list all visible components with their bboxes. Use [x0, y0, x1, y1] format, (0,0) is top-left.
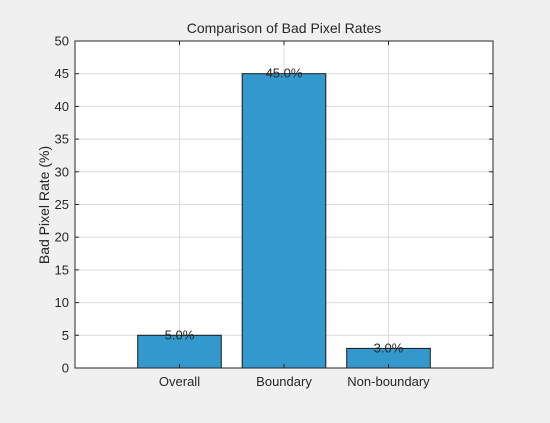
y-tick-label: 45 — [55, 66, 69, 81]
bar-value-label: 45.0% — [266, 66, 303, 81]
bars — [137, 73, 431, 369]
x-tick-label: Overall — [159, 374, 200, 389]
bar-value-label: 5.0% — [165, 327, 195, 342]
x-tick-label: Non-boundary — [347, 374, 430, 389]
bar — [137, 334, 222, 369]
y-tick-label: 30 — [55, 164, 69, 179]
y-tick-label: 50 — [55, 34, 69, 49]
y-tick-label: 25 — [55, 197, 69, 212]
y-tick-label: 20 — [55, 230, 69, 245]
data-labels: 5.0% 45.0% 3.0% — [165, 66, 404, 356]
y-tick-label: 35 — [55, 132, 69, 147]
y-tick-label: 10 — [55, 295, 69, 310]
chart-title: Comparison of Bad Pixel Rates — [187, 20, 382, 36]
x-tick-label: Boundary — [256, 374, 312, 389]
bar-value-label: 3.0% — [374, 340, 404, 355]
y-tick-label: 15 — [55, 262, 69, 277]
bar — [241, 73, 327, 369]
y-tick-label: 5 — [62, 328, 69, 343]
y-tick-label: 40 — [55, 99, 69, 114]
y-tick-label: 0 — [62, 361, 69, 376]
ticks: 0 5 10 15 20 25 30 35 40 45 50 Overall Boundary Non-b… — [55, 34, 493, 389]
y-axis-label: Bad Pixel Rate (%) — [36, 146, 52, 264]
